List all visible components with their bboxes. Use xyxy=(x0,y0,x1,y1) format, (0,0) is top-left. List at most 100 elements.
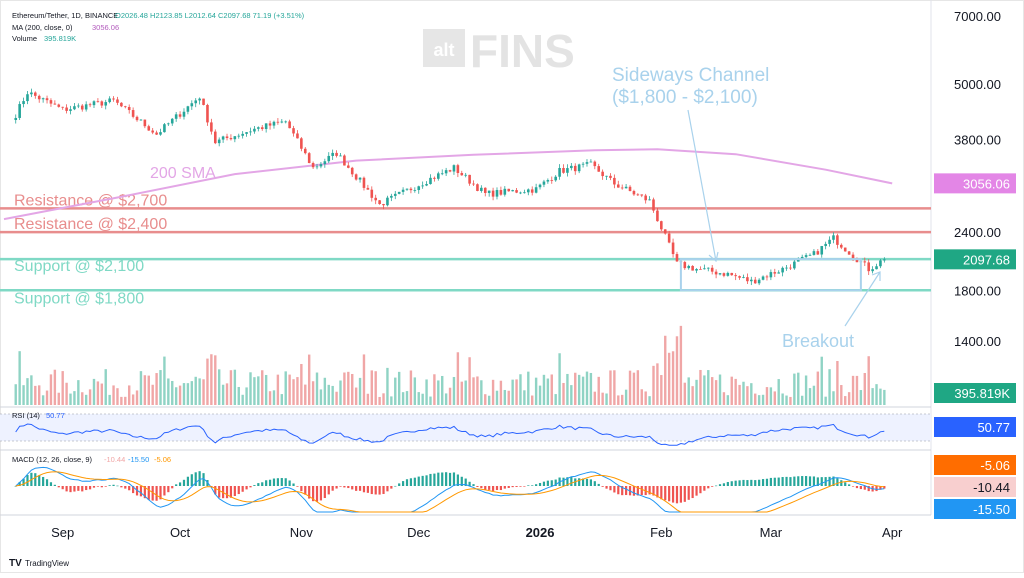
macd-hist-bar xyxy=(511,486,514,488)
candle-body xyxy=(550,180,554,181)
macd-hist-bar xyxy=(605,486,608,489)
macd-hist-bar xyxy=(789,477,792,486)
volume-bar xyxy=(135,390,139,405)
macd-hist-bar xyxy=(18,481,21,486)
candle-body xyxy=(480,187,483,191)
candle-body xyxy=(495,190,499,197)
macd-hist-bar xyxy=(597,483,600,486)
macd-hist-bar xyxy=(476,486,479,488)
volume-bar xyxy=(253,377,256,405)
volume-bar xyxy=(785,395,788,405)
volume-bar xyxy=(61,371,64,405)
volume-bar xyxy=(828,369,831,405)
macd-hist-bar xyxy=(280,478,283,486)
macd-hist-bar xyxy=(104,486,107,487)
macd-hist-bar xyxy=(699,486,702,494)
candle-body xyxy=(123,106,127,108)
macd-hist-bar xyxy=(675,486,679,504)
volume-bar xyxy=(726,395,730,405)
candle-body xyxy=(354,174,358,180)
candle-body xyxy=(468,174,471,184)
volume-bar xyxy=(542,374,546,405)
channel-range: ($1,800 - $2,100) xyxy=(612,87,758,108)
sma-label: 200 SMA xyxy=(150,165,216,182)
candle-body xyxy=(456,165,460,173)
sma-line xyxy=(3,148,893,221)
candle-body xyxy=(781,267,784,273)
macd-hist-bar xyxy=(585,478,589,486)
macd-hist-bar xyxy=(793,476,796,486)
y-tick-label: 2400.00 xyxy=(954,225,1001,240)
volume-bar xyxy=(182,383,186,405)
volume-bar xyxy=(167,378,170,405)
macd-hist-bar xyxy=(81,486,84,492)
volume-bar xyxy=(691,386,694,405)
volume-bar xyxy=(300,363,303,405)
candle-body xyxy=(225,136,229,139)
volume-bar xyxy=(38,385,41,405)
candle-body xyxy=(562,167,565,173)
macd-hist-bar xyxy=(366,486,369,493)
macd-hist-bar xyxy=(855,486,859,489)
volume-bar xyxy=(288,374,291,405)
candle-body xyxy=(534,187,538,193)
candle-body xyxy=(648,199,651,201)
volume-bar xyxy=(879,388,882,405)
volume-bar xyxy=(229,370,233,405)
candle-body xyxy=(605,175,608,177)
candle-body xyxy=(820,246,824,255)
macd-hist-bar xyxy=(304,486,307,495)
macd-hist-bar xyxy=(120,486,123,488)
volume-bars xyxy=(14,325,886,405)
volume-bar xyxy=(593,391,597,405)
macd-hist-bar xyxy=(804,476,808,486)
macd-hist-bar xyxy=(323,486,326,499)
candle-body xyxy=(836,235,839,245)
macd-hist-bar xyxy=(758,479,761,486)
candle-body xyxy=(190,103,194,107)
macd-hist-bar xyxy=(636,486,639,496)
candle-body xyxy=(206,104,209,123)
macd-hist-bar xyxy=(734,480,737,486)
candle-body xyxy=(515,190,518,193)
macd-legend-macd: -15.50 xyxy=(128,455,149,464)
candle-body xyxy=(437,173,440,179)
annotations: Sideways Channel($1,800 - $2,100) Breakou… xyxy=(612,65,881,351)
volume-bar xyxy=(824,396,827,405)
volume-bar xyxy=(421,393,424,405)
macd-hist-bar xyxy=(769,477,772,486)
volume-bar xyxy=(186,383,190,405)
volume-bar xyxy=(781,393,784,405)
candle-body xyxy=(761,276,765,280)
candle-body xyxy=(272,121,276,126)
volume-bar xyxy=(319,389,323,405)
volume-bar xyxy=(41,395,45,405)
volume-bar xyxy=(754,393,757,405)
macd-hist-bar xyxy=(828,476,831,486)
volume-bar xyxy=(272,390,276,405)
volume-bar xyxy=(331,385,334,405)
volume-bar xyxy=(738,384,741,405)
candle-body xyxy=(620,187,624,189)
y-tick-label: 1800.00 xyxy=(954,283,1001,298)
candle-body xyxy=(331,152,334,156)
volume-bar xyxy=(214,355,217,405)
macd-hist-bar xyxy=(468,481,471,486)
candle-body xyxy=(640,194,644,196)
candle-body xyxy=(464,174,467,176)
macd-hist-bar xyxy=(100,486,103,488)
macd-hist-bar xyxy=(132,486,135,494)
macd-hist-bar xyxy=(523,486,526,487)
volume-bar xyxy=(335,391,338,405)
volume-bar xyxy=(667,352,671,405)
volume-bar xyxy=(57,392,60,405)
candle-body xyxy=(163,124,166,133)
candle-body xyxy=(241,133,244,136)
macd-hist-bar xyxy=(272,478,276,486)
candle-body xyxy=(296,133,299,139)
candle-body xyxy=(167,123,170,125)
volume-bar xyxy=(765,387,769,405)
macd-hist-bar xyxy=(202,473,205,486)
macd-hist-bar xyxy=(405,479,409,486)
candle-body xyxy=(237,135,241,137)
